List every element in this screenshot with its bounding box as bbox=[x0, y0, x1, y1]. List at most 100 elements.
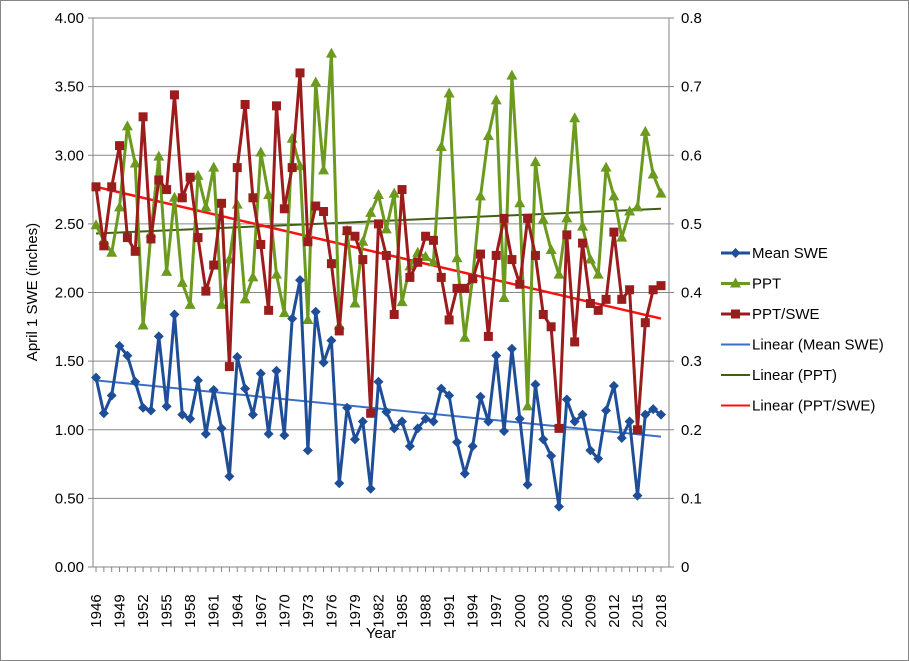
data-point bbox=[639, 125, 651, 136]
series-mean-swe bbox=[91, 275, 666, 512]
data-point bbox=[145, 405, 156, 416]
data-point bbox=[302, 313, 314, 324]
data-point bbox=[632, 490, 643, 501]
data-point bbox=[444, 315, 454, 325]
data-point bbox=[153, 150, 165, 161]
data-point bbox=[374, 219, 383, 229]
data-point bbox=[373, 189, 384, 200]
data-point bbox=[545, 243, 557, 254]
data-point bbox=[601, 405, 612, 416]
data-point bbox=[310, 76, 322, 87]
data-point bbox=[247, 271, 259, 282]
data-point bbox=[397, 416, 408, 427]
data-point bbox=[451, 437, 462, 448]
y-tick-label: 2.00 bbox=[55, 285, 84, 302]
data-point bbox=[216, 423, 227, 434]
data-point bbox=[389, 309, 399, 319]
data-point bbox=[263, 428, 274, 439]
data-point bbox=[396, 296, 408, 307]
x-tick-label: 2018 bbox=[653, 594, 670, 627]
data-point bbox=[546, 450, 557, 461]
data-point bbox=[730, 248, 741, 258]
data-point bbox=[562, 230, 572, 240]
data-point bbox=[350, 231, 360, 241]
data-point bbox=[318, 164, 330, 175]
legend-label: PPT/SWE bbox=[752, 306, 820, 323]
x-tick-label: 1994 bbox=[465, 594, 482, 627]
data-point bbox=[342, 226, 352, 236]
data-point bbox=[648, 285, 658, 295]
data-point bbox=[435, 141, 447, 152]
data-point bbox=[656, 409, 666, 420]
data-point bbox=[577, 220, 589, 231]
data-point bbox=[240, 99, 250, 109]
data-point bbox=[232, 163, 242, 173]
data-point bbox=[483, 331, 493, 341]
legend-label: Linear (PPT/SWE) bbox=[752, 398, 875, 415]
data-point bbox=[130, 376, 141, 387]
data-point bbox=[436, 383, 447, 394]
data-point bbox=[585, 445, 596, 456]
y2-tick-label: 0.3 bbox=[681, 353, 702, 370]
data-point bbox=[522, 400, 534, 411]
data-point bbox=[334, 478, 345, 489]
data-point bbox=[146, 234, 156, 244]
data-point bbox=[358, 255, 368, 265]
data-point bbox=[498, 291, 510, 302]
legend-item: PPT bbox=[721, 276, 781, 293]
data-point bbox=[561, 394, 572, 405]
data-point bbox=[294, 160, 306, 171]
data-point bbox=[256, 239, 266, 249]
data-point bbox=[169, 90, 179, 100]
data-point bbox=[366, 408, 376, 418]
y2-tick-label: 0.6 bbox=[681, 147, 702, 164]
y-tick-label: 0.00 bbox=[55, 559, 84, 576]
data-point bbox=[302, 445, 313, 456]
legend-label: Linear (Mean SWE) bbox=[752, 337, 884, 354]
data-point bbox=[232, 352, 243, 363]
data-point bbox=[381, 406, 392, 417]
data-point bbox=[608, 380, 619, 391]
data-point bbox=[530, 250, 540, 260]
data-point bbox=[270, 268, 282, 279]
data-point bbox=[224, 362, 234, 372]
data-point bbox=[162, 185, 172, 195]
data-point bbox=[388, 187, 400, 198]
data-point bbox=[263, 189, 275, 200]
data-point bbox=[412, 423, 423, 434]
data-point bbox=[176, 276, 188, 287]
y-tick-label: 1.50 bbox=[55, 353, 84, 370]
data-point bbox=[451, 252, 463, 263]
data-point bbox=[600, 161, 612, 172]
legend-label: Linear (PPT) bbox=[752, 367, 837, 384]
data-point bbox=[193, 375, 204, 386]
data-point bbox=[570, 337, 580, 347]
data-point bbox=[216, 298, 228, 309]
y-tick-label: 1.00 bbox=[55, 422, 84, 439]
data-point bbox=[154, 175, 164, 185]
data-point bbox=[271, 101, 281, 111]
y-tick-label: 3.00 bbox=[55, 147, 84, 164]
data-point bbox=[413, 257, 423, 267]
data-point bbox=[114, 341, 125, 352]
data-point bbox=[420, 413, 431, 424]
legend: Mean SWE PPT PPT/SWE Linear (Mean SWE) Linea… bbox=[721, 245, 884, 415]
data-point bbox=[279, 204, 289, 214]
data-point bbox=[278, 307, 290, 318]
data-point bbox=[303, 237, 313, 247]
data-point bbox=[569, 416, 580, 427]
data-point bbox=[452, 283, 462, 293]
data-point bbox=[99, 241, 109, 251]
y-tick-label: 2.50 bbox=[55, 216, 84, 233]
data-point bbox=[467, 441, 478, 452]
data-point bbox=[523, 213, 533, 223]
data-point bbox=[515, 279, 525, 289]
series-ppt bbox=[90, 47, 667, 411]
data-point bbox=[208, 384, 219, 395]
data-point bbox=[561, 212, 573, 223]
data-point bbox=[585, 298, 595, 308]
x-tick-label: 1949 bbox=[112, 594, 129, 627]
data-point bbox=[106, 246, 118, 257]
